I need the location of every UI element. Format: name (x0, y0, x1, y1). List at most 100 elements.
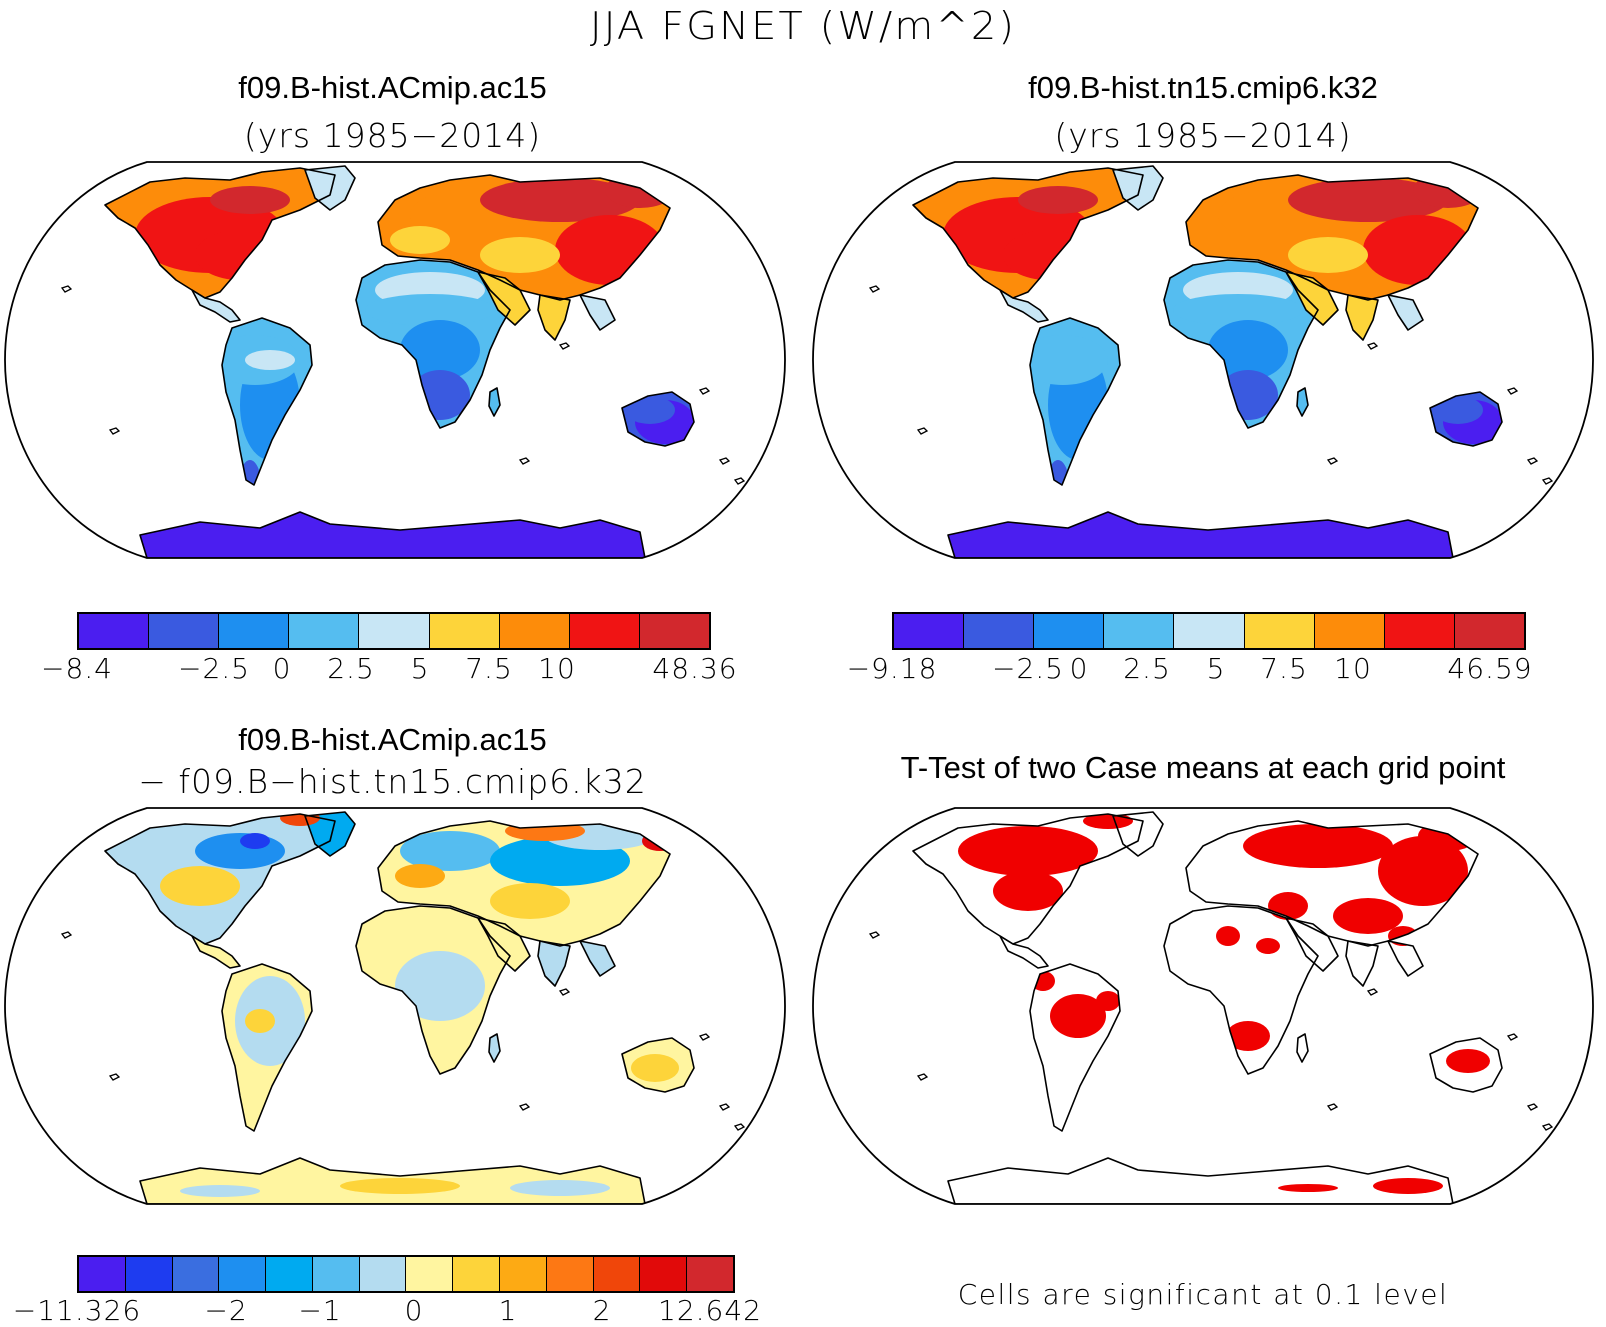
island-outline (698, 387, 711, 395)
coastline (1429, 1037, 1503, 1093)
significance-note: Cells are significant at 0.1 level (957, 1278, 1449, 1311)
coastline (621, 1037, 695, 1093)
land-fill-arabia (478, 918, 530, 971)
colorbar-difference (77, 1255, 735, 1293)
colorbar-ticks-case1: −8.4 −2.5 0 2.5 5 7.5 10 48.36 (0, 652, 790, 688)
panel-subtitle-case1: (yrs 1985−2014) (243, 116, 542, 155)
coastline (139, 511, 646, 558)
colorbar-tick-label: 7.5 (465, 652, 513, 685)
coastline (488, 387, 501, 417)
colorbar-tick-label: −1 (298, 1294, 342, 1327)
field-region (631, 1054, 679, 1082)
coastline (999, 935, 1049, 969)
colorbar-tick-label: 0 (404, 1294, 424, 1327)
panel-title-ttest: T-Test of two Case means at each grid po… (900, 750, 1506, 785)
colorbar-tick-label: 5 (410, 652, 430, 685)
colorbar-swatch (964, 614, 1035, 648)
field-region (1050, 994, 1106, 1038)
coastline (1429, 391, 1503, 447)
island-outline (733, 477, 746, 485)
field-region (400, 320, 480, 380)
colorbar-swatch (1314, 614, 1385, 648)
coastline (1285, 917, 1339, 972)
island-outline (868, 285, 881, 293)
map-frame (812, 807, 1594, 1205)
land-fill-ant (948, 1158, 1453, 1204)
colorbar-tick-label: 0 (1069, 652, 1089, 685)
panel-title-difference: f09.B-hist.ACmip.ac15 (238, 722, 547, 757)
field-region (1288, 178, 1448, 222)
colorbar-swatch (1104, 614, 1175, 648)
land-fill-india (538, 941, 570, 986)
island-outline (916, 427, 929, 435)
colorbar-tick-label: −2.5 (178, 652, 250, 685)
field-region (340, 1178, 460, 1194)
coastline (191, 935, 241, 969)
map-frame (4, 161, 786, 559)
colorbar-case1 (77, 612, 711, 650)
map-difference (0, 806, 790, 1206)
field-region (490, 883, 570, 919)
colorbar-swatch (359, 1257, 407, 1291)
colorbar-tick-label: 10 (1334, 652, 1372, 685)
field-region (245, 350, 295, 370)
colorbar-tick-label: −2 (204, 1294, 248, 1327)
colorbar-swatch (499, 614, 570, 648)
coastline (355, 259, 511, 429)
colorbar-swatch (266, 1257, 313, 1291)
coastline (621, 391, 695, 447)
field-region (1378, 836, 1468, 906)
field-region (480, 178, 640, 222)
field-region (1268, 892, 1308, 920)
island-outline (868, 931, 881, 939)
coastline (1029, 317, 1121, 486)
colorbar-tick-label: 2.5 (1123, 652, 1171, 685)
colorbar-swatch (500, 1257, 547, 1291)
colorbar-tick-label: 46.59 (1447, 652, 1533, 685)
field-region (1333, 898, 1403, 934)
coastline (537, 940, 571, 987)
colorbar-tick-label: 1 (498, 1294, 518, 1327)
field-region (993, 871, 1063, 911)
field-region (245, 1009, 275, 1033)
colorbar-swatch (546, 1257, 594, 1291)
colorbar-tick-label: 12.642 (658, 1294, 762, 1327)
figure-title: JJA FGNET (W/m^2) (589, 4, 1017, 48)
field-region (1288, 237, 1368, 273)
colorbar-swatch (1034, 614, 1105, 648)
coastline (579, 940, 616, 977)
colorbar-swatch (894, 614, 965, 648)
coastline (947, 1157, 1454, 1204)
coastline (221, 963, 313, 1132)
field-region (395, 864, 445, 888)
colorbar-tick-label: −2.5 (992, 652, 1064, 685)
coastline (1387, 940, 1424, 977)
colorbar-tick-label: 0 (272, 652, 292, 685)
colorbar-swatch (79, 1257, 126, 1291)
island-outline (1541, 1123, 1554, 1131)
coastline (1163, 259, 1319, 429)
island-outline (1326, 1103, 1339, 1111)
coastline (488, 1033, 501, 1063)
map-frame (4, 807, 786, 1205)
map-frame (812, 161, 1594, 559)
coastline (1185, 174, 1479, 301)
coastline (139, 1157, 646, 1204)
island-outline (558, 988, 571, 996)
field-region (390, 226, 450, 254)
field-region (1226, 1021, 1270, 1051)
coastline (304, 811, 356, 857)
coastline (221, 317, 313, 486)
colorbar-swatch (1454, 614, 1524, 648)
colorbar-swatch (149, 614, 220, 648)
map-case1 (0, 160, 790, 560)
panel-title-case2: f09.B-hist.tn15.cmip6.k32 (1028, 70, 1378, 105)
coastline (477, 917, 531, 972)
land-fill-ant (140, 512, 645, 558)
coastline (1163, 905, 1319, 1075)
island-outline (1506, 1033, 1519, 1041)
island-outline (108, 427, 121, 435)
island-outline (1326, 457, 1339, 465)
colorbar-tick-label: 48.36 (652, 652, 738, 685)
coastline (104, 167, 336, 299)
